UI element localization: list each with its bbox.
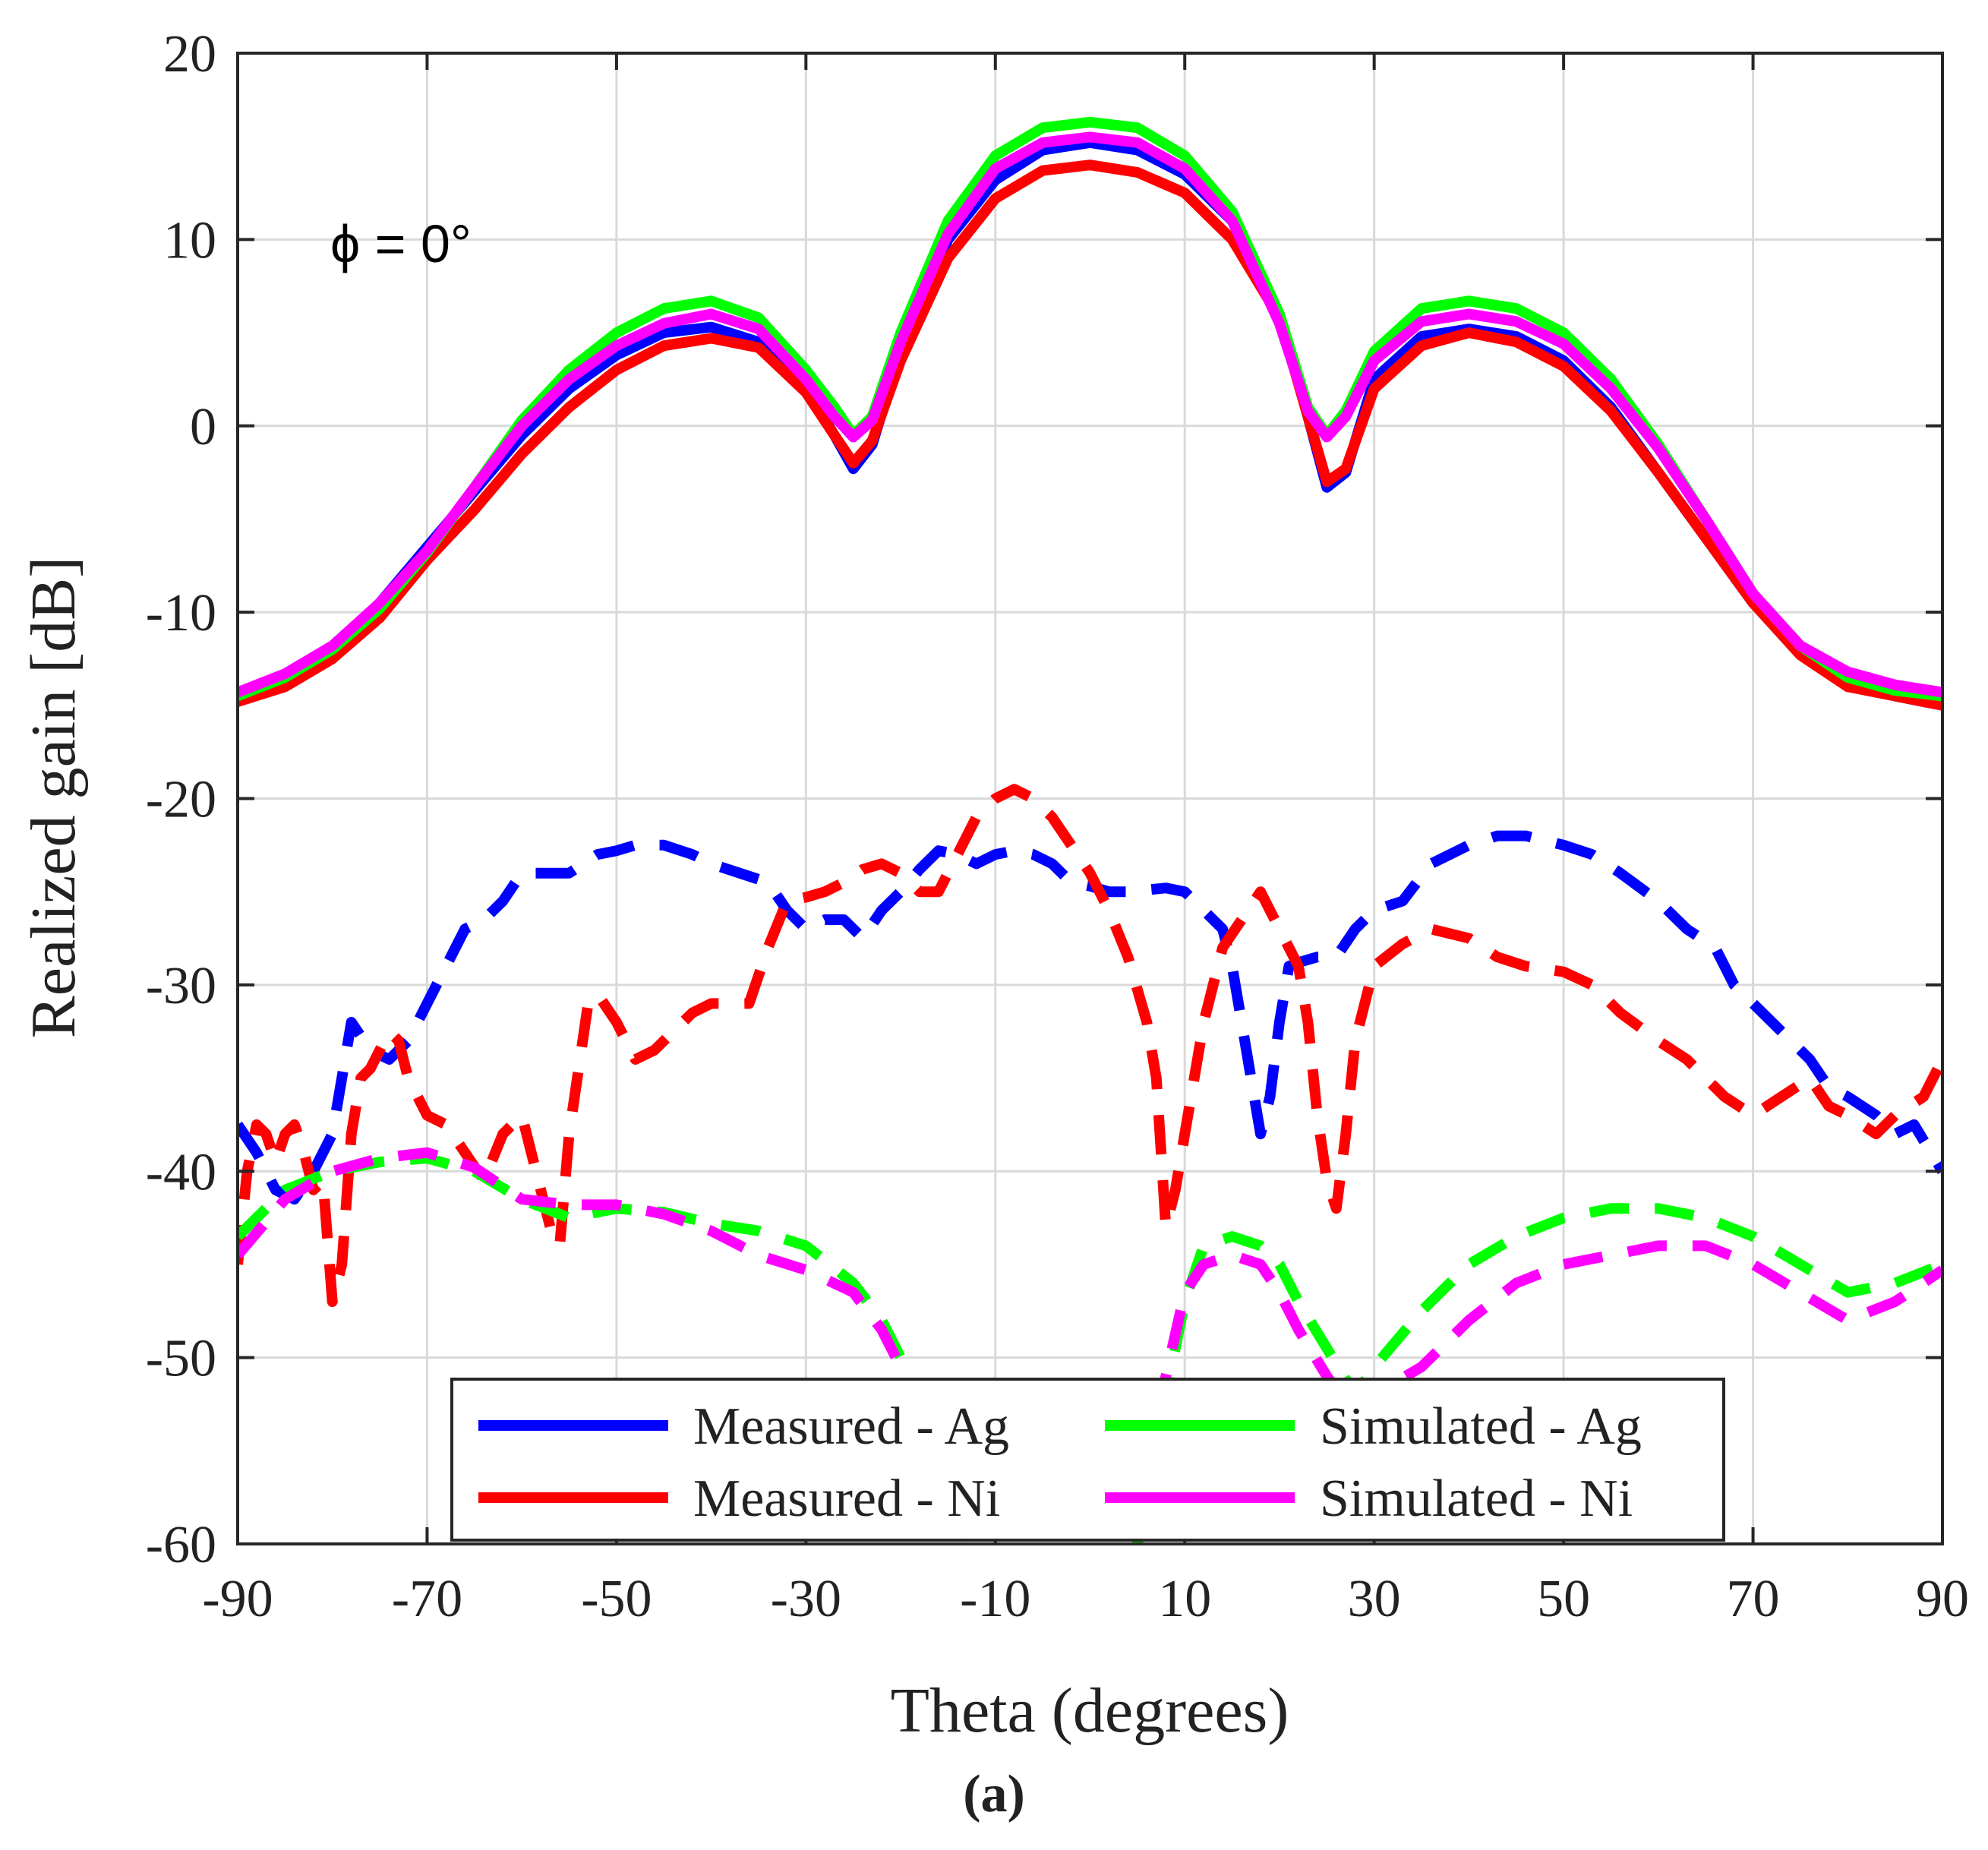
phi-annotation: ϕ = 0° xyxy=(330,214,472,273)
y-tick-label: -40 xyxy=(146,1143,216,1201)
series-line-measured-ni xyxy=(238,159,1942,711)
figure-caption: (a) xyxy=(963,1765,1025,1823)
y-tick-label: 20 xyxy=(163,25,216,84)
series-line-measured-ni-cross xyxy=(238,784,1942,1307)
x-tick-label: 50 xyxy=(1537,1570,1590,1628)
legend-box xyxy=(450,1378,1725,1542)
y-axis-title: Realized gain [dB] xyxy=(18,557,89,1038)
x-tick-label: 70 xyxy=(1727,1570,1780,1628)
x-tick-label: 90 xyxy=(1916,1570,1969,1628)
legend-label: Simulated - Ni xyxy=(1320,1470,1633,1528)
y-tick-label: -50 xyxy=(146,1330,216,1388)
y-tick-label: -20 xyxy=(146,771,216,829)
x-tick-label: 30 xyxy=(1348,1570,1401,1628)
legend-label: Measured - Ni xyxy=(693,1470,1000,1528)
y-tick-label: 10 xyxy=(163,211,216,270)
legend: Measured - Ag Measured - Ni Simulated - Ag… xyxy=(450,1378,1725,1542)
y-tick-label: 0 xyxy=(190,398,216,456)
x-tick-label: -50 xyxy=(581,1570,652,1628)
legend-label: Measured - Ag xyxy=(693,1397,1009,1456)
series-line-measured-ag-cross xyxy=(238,830,1942,1205)
legend-label: Simulated - Ag xyxy=(1320,1397,1642,1456)
x-tick-label: -30 xyxy=(771,1570,841,1628)
x-tick-label: -70 xyxy=(392,1570,462,1628)
x-tick-label: 10 xyxy=(1158,1570,1211,1628)
y-tick-label: -10 xyxy=(146,584,216,642)
y-tick-label: -60 xyxy=(146,1516,216,1574)
x-tick-label: -10 xyxy=(960,1570,1030,1628)
y-tick-label: -30 xyxy=(146,957,216,1015)
y-tick-labels: -60 -50 -40 -30 -20 -10 0 10 20 xyxy=(146,25,216,1574)
x-axis-title: Theta (degrees) xyxy=(891,1675,1289,1746)
x-tick-labels: -90 -70 -50 -30 -10 10 30 50 70 90 xyxy=(202,1570,1969,1628)
series-line-simulated-ni xyxy=(238,131,1942,698)
x-tick-label: -90 xyxy=(202,1570,273,1628)
